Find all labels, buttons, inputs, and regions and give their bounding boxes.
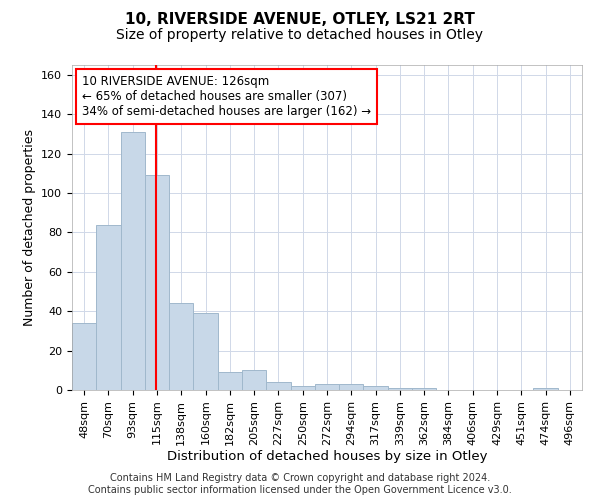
Bar xyxy=(169,304,193,390)
Bar xyxy=(364,386,388,390)
Bar xyxy=(266,382,290,390)
Text: Size of property relative to detached houses in Otley: Size of property relative to detached ho… xyxy=(116,28,484,42)
Bar xyxy=(533,388,558,390)
Bar xyxy=(193,313,218,390)
Y-axis label: Number of detached properties: Number of detached properties xyxy=(23,129,35,326)
Bar xyxy=(96,224,121,390)
Bar xyxy=(388,388,412,390)
Text: 10 RIVERSIDE AVENUE: 126sqm
← 65% of detached houses are smaller (307)
34% of se: 10 RIVERSIDE AVENUE: 126sqm ← 65% of det… xyxy=(82,74,371,118)
Bar xyxy=(121,132,145,390)
Text: Contains HM Land Registry data © Crown copyright and database right 2024.
Contai: Contains HM Land Registry data © Crown c… xyxy=(88,474,512,495)
Bar xyxy=(315,384,339,390)
Bar xyxy=(242,370,266,390)
Bar xyxy=(412,388,436,390)
Bar xyxy=(218,372,242,390)
Bar xyxy=(290,386,315,390)
Bar xyxy=(339,384,364,390)
Text: 10, RIVERSIDE AVENUE, OTLEY, LS21 2RT: 10, RIVERSIDE AVENUE, OTLEY, LS21 2RT xyxy=(125,12,475,28)
Bar xyxy=(145,176,169,390)
X-axis label: Distribution of detached houses by size in Otley: Distribution of detached houses by size … xyxy=(167,450,487,464)
Bar xyxy=(72,323,96,390)
